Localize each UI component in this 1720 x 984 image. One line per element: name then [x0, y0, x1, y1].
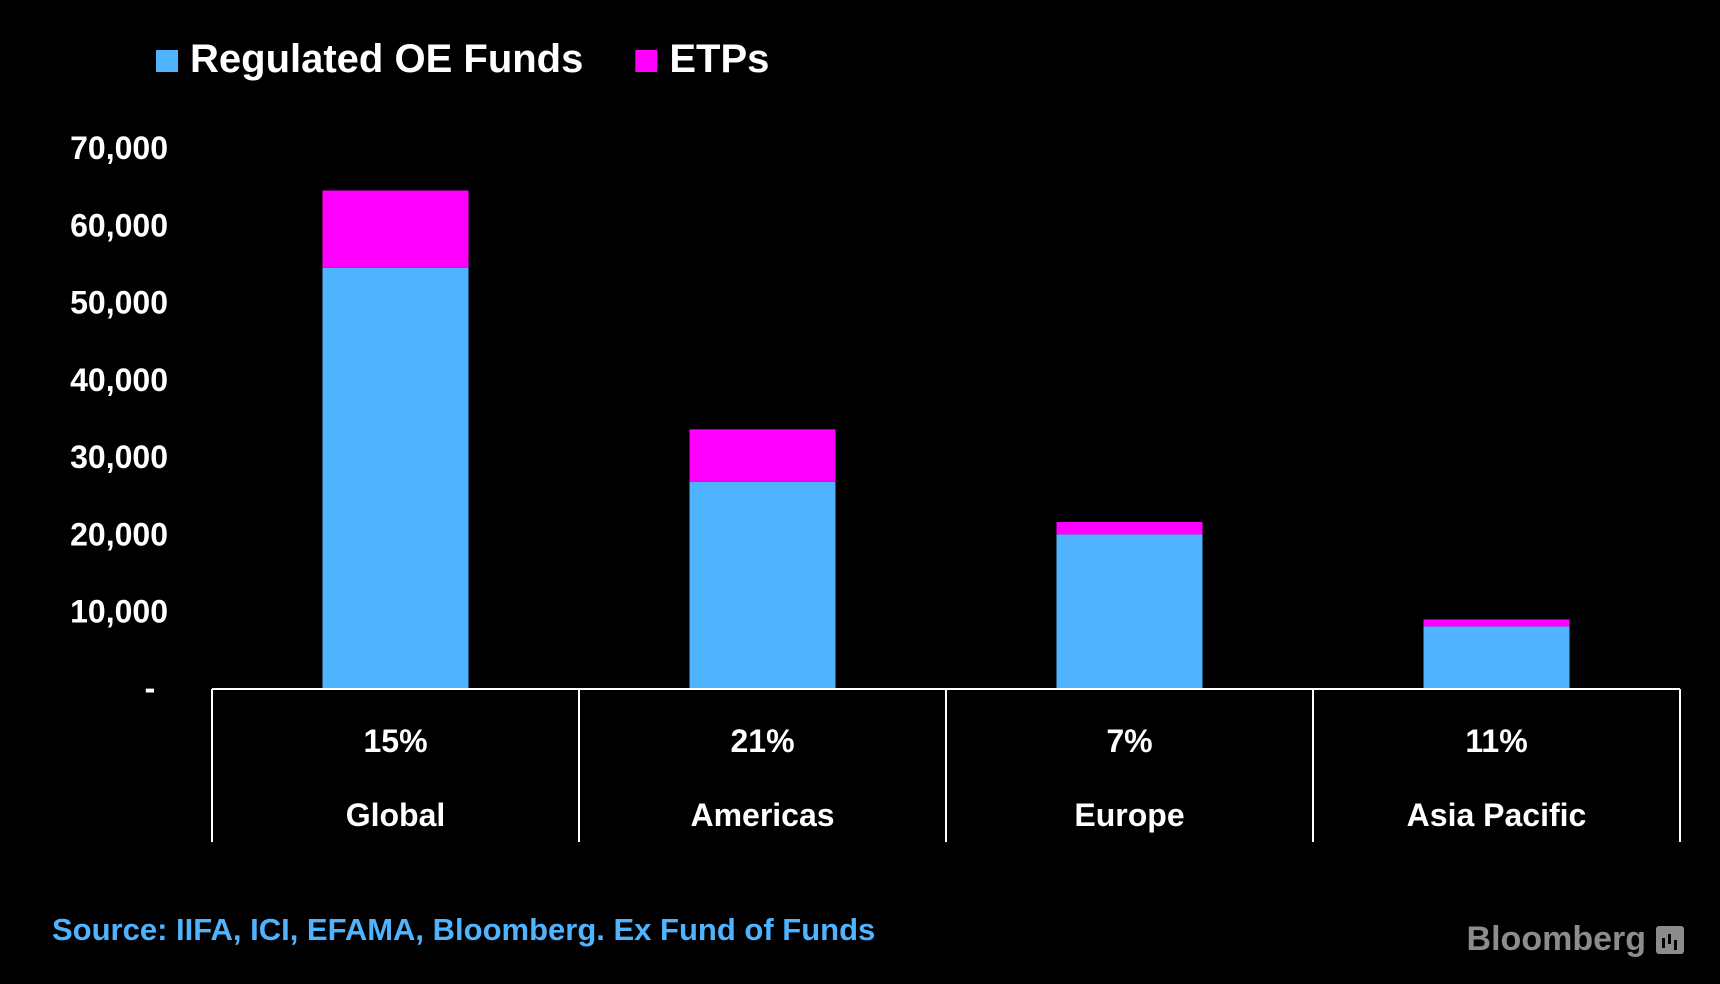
bar-asia-pacific-regulated-oe-funds: [1423, 626, 1570, 689]
bar-chart-icon: [1656, 925, 1684, 954]
legend-swatch-etps: [635, 50, 658, 72]
legend-swatch-regulated-oe-funds: [156, 50, 178, 72]
brand-text: Bloomberg: [1466, 920, 1646, 958]
bloomberg-logo: Bloomberg: [1467, 920, 1684, 959]
category-annotation: 21%: [730, 723, 794, 759]
y-tick-label: 10,000: [70, 594, 168, 630]
y-tick-label: -: [145, 670, 156, 706]
y-tick-label: 50,000: [70, 285, 168, 321]
bar-europe-regulated-oe-funds: [1056, 534, 1203, 689]
bar-asia-pacific-etps: [1423, 619, 1570, 627]
y-tick-label: 30,000: [70, 439, 168, 475]
bar-global-regulated-oe-funds: [322, 267, 469, 689]
source-note: Source: IIFA, ICI, EFAMA, Bloomberg. Ex …: [52, 912, 876, 947]
bar-europe-etps: [1056, 522, 1203, 535]
x-tick-label: Americas: [690, 797, 834, 833]
y-tick-label: 20,000: [70, 516, 168, 552]
x-tick-label: Europe: [1074, 797, 1184, 833]
category-annotation: 7%: [1106, 723, 1152, 759]
y-tick-label: 60,000: [70, 207, 168, 243]
bar-global-etps: [322, 190, 469, 268]
bar-americas-regulated-oe-funds: [689, 481, 836, 689]
category-annotation: 11%: [1465, 723, 1527, 759]
x-tick-label: Global: [346, 797, 446, 833]
category-annotation: 15%: [363, 723, 427, 759]
legend-label-etps: ETPs: [669, 37, 769, 81]
legend-label-regulated-oe-funds: Regulated OE Funds: [190, 37, 583, 81]
x-tick-label: Asia Pacific: [1407, 797, 1587, 833]
y-tick-label: 40,000: [70, 362, 168, 398]
bar-americas-etps: [689, 429, 836, 482]
y-tick-label: 70,000: [70, 130, 168, 166]
